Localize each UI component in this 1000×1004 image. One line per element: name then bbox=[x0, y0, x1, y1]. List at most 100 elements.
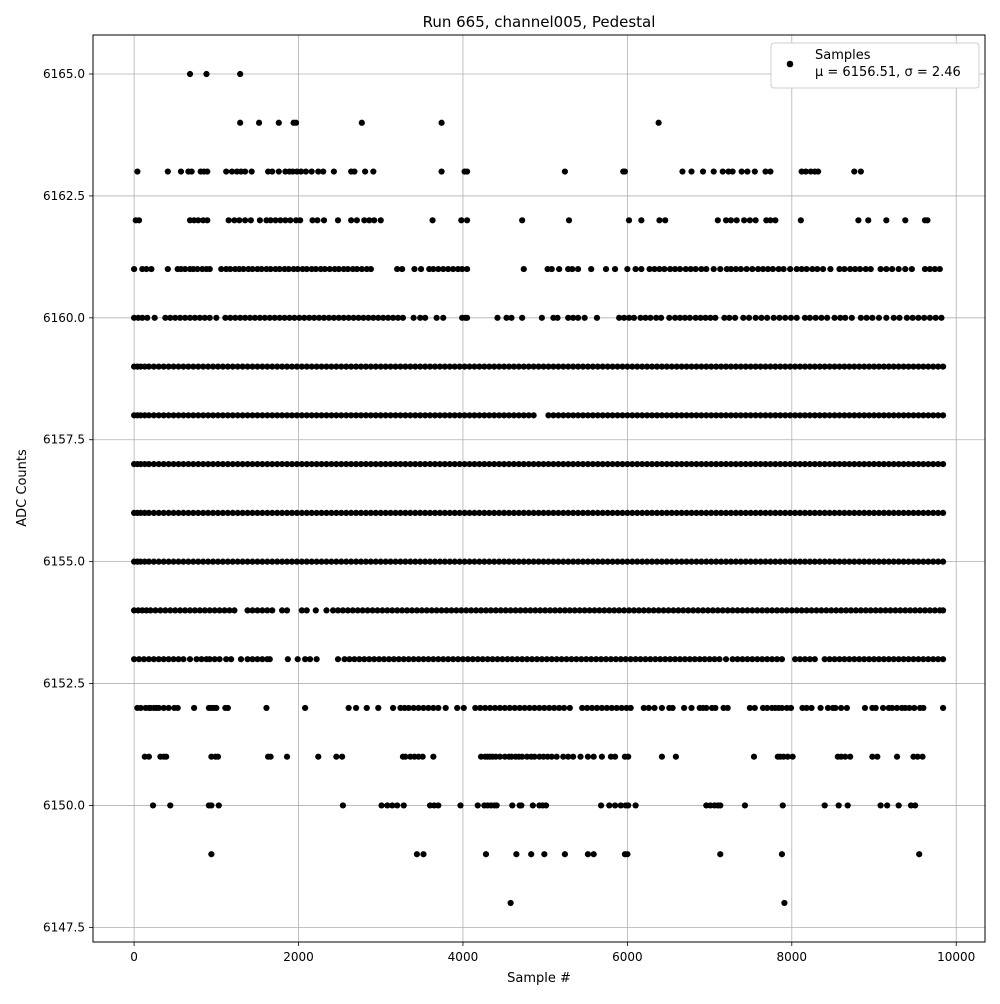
data-point bbox=[897, 607, 904, 614]
data-point bbox=[583, 704, 591, 712]
data-point bbox=[320, 314, 328, 321]
data-point bbox=[399, 314, 407, 321]
data-point bbox=[599, 558, 606, 565]
data-point bbox=[312, 607, 319, 614]
data-point bbox=[861, 509, 868, 516]
data-point bbox=[625, 802, 632, 809]
data-point bbox=[458, 217, 465, 224]
data-point bbox=[476, 461, 483, 468]
data-point bbox=[348, 509, 355, 516]
data-point bbox=[185, 363, 192, 370]
data-point bbox=[640, 607, 647, 614]
data-point bbox=[703, 412, 710, 419]
data-point bbox=[652, 656, 659, 663]
data-point bbox=[772, 412, 779, 419]
data-point bbox=[791, 656, 799, 663]
data-point bbox=[711, 656, 718, 663]
data-point bbox=[419, 753, 426, 760]
data-point bbox=[422, 558, 429, 565]
data-point bbox=[717, 802, 724, 809]
data-point bbox=[287, 217, 294, 224]
data-point bbox=[769, 265, 776, 273]
data-point bbox=[655, 119, 662, 126]
y-tick-label: 6152.5 bbox=[43, 677, 85, 691]
data-point bbox=[764, 656, 771, 663]
data-point bbox=[303, 607, 310, 614]
data-point bbox=[301, 314, 308, 321]
data-point bbox=[930, 363, 937, 370]
data-point bbox=[459, 265, 466, 273]
data-point bbox=[915, 558, 922, 565]
legend-box bbox=[770, 42, 980, 89]
data-point bbox=[528, 851, 535, 858]
data-point bbox=[140, 656, 148, 663]
data-point bbox=[228, 656, 235, 663]
data-point bbox=[647, 656, 654, 663]
data-point bbox=[338, 509, 345, 516]
data-point bbox=[742, 509, 749, 516]
data-point bbox=[909, 314, 916, 321]
data-point bbox=[742, 461, 749, 468]
x-axis-label: Sample # bbox=[507, 971, 571, 986]
data-point bbox=[688, 461, 695, 468]
data-point bbox=[200, 461, 207, 468]
data-point bbox=[778, 607, 786, 614]
data-point bbox=[673, 412, 680, 419]
data-point bbox=[625, 753, 632, 760]
data-point bbox=[165, 412, 172, 419]
data-point bbox=[417, 265, 425, 273]
data-point bbox=[507, 607, 514, 614]
data-point bbox=[481, 363, 488, 370]
data-point bbox=[742, 412, 749, 419]
data-point bbox=[209, 461, 217, 468]
data-point bbox=[387, 558, 394, 565]
data-point bbox=[752, 558, 759, 565]
data-point bbox=[673, 461, 680, 468]
data-point bbox=[425, 704, 432, 712]
data-point bbox=[584, 509, 592, 516]
data-point bbox=[835, 802, 842, 809]
data-point bbox=[889, 704, 896, 712]
data-point bbox=[274, 509, 281, 516]
data-point bbox=[857, 607, 864, 614]
data-point bbox=[879, 704, 887, 712]
data-point bbox=[668, 412, 675, 419]
data-point bbox=[930, 509, 937, 516]
data-point bbox=[939, 363, 947, 370]
data-point bbox=[385, 314, 392, 321]
data-point bbox=[329, 607, 337, 614]
data-point bbox=[234, 509, 241, 516]
data-point bbox=[926, 314, 934, 321]
data-point bbox=[545, 558, 552, 565]
data-point bbox=[134, 168, 141, 175]
data-point bbox=[570, 314, 577, 321]
data-point bbox=[920, 704, 927, 712]
data-point bbox=[502, 607, 509, 614]
data-point bbox=[397, 558, 404, 565]
data-point bbox=[535, 509, 542, 516]
data-point bbox=[602, 656, 610, 663]
data-point bbox=[603, 704, 610, 712]
data-point bbox=[842, 314, 849, 321]
data-point bbox=[857, 314, 864, 321]
data-point bbox=[752, 363, 759, 370]
data-point bbox=[905, 558, 912, 565]
data-point bbox=[433, 607, 440, 614]
data-point bbox=[939, 509, 947, 516]
data-point bbox=[361, 656, 368, 663]
data-point bbox=[155, 558, 162, 565]
data-point bbox=[167, 607, 174, 614]
data-point bbox=[762, 558, 769, 565]
data-point bbox=[594, 412, 601, 419]
data-point bbox=[535, 363, 542, 370]
data-point bbox=[683, 558, 690, 565]
data-point bbox=[752, 314, 759, 321]
data-point bbox=[343, 461, 350, 468]
data-point bbox=[371, 656, 378, 663]
data-point bbox=[208, 802, 215, 809]
data-point bbox=[548, 656, 555, 663]
data-point bbox=[846, 509, 853, 516]
data-point bbox=[611, 802, 619, 809]
data-point bbox=[365, 314, 372, 321]
data-point bbox=[657, 656, 664, 663]
